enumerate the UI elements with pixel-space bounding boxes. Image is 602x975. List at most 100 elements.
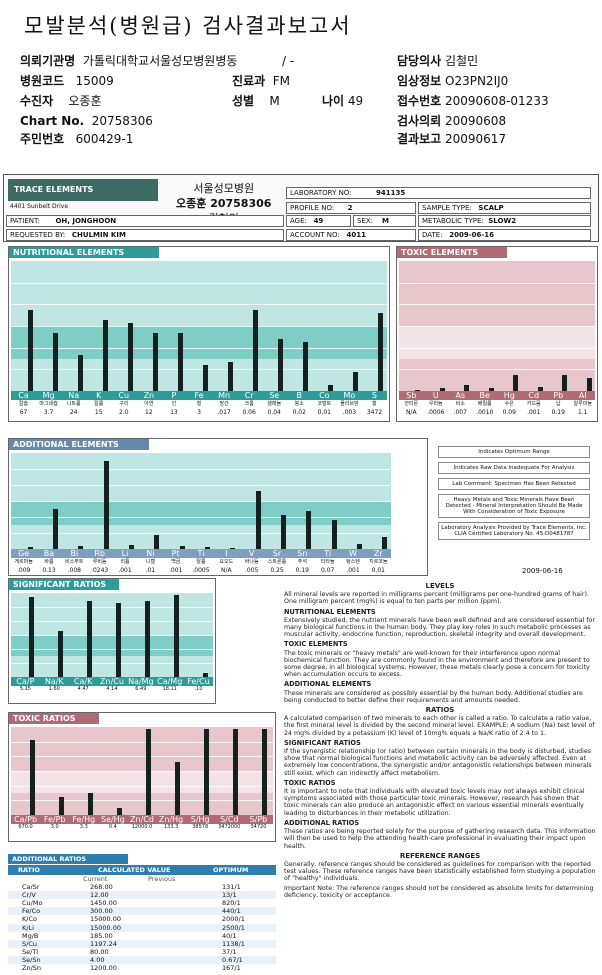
nutritional-label-1-11: 붕소 xyxy=(294,401,304,407)
additional-bar-14 xyxy=(382,537,388,549)
significant-label-0-1: Na/K xyxy=(39,677,69,686)
toxic-ratios-labels: Ca/Pb Fe/Pb Fe/Hg Se/Hg Zn/Cd Zn/Hg S/Hg S/Cd S/… xyxy=(11,815,273,841)
doctor-label: 담당의사 xyxy=(397,54,442,68)
additional-bar-10 xyxy=(281,515,286,549)
additional-label-1-12: 티타늄 xyxy=(320,559,335,565)
chart-band xyxy=(11,261,387,326)
grid-line xyxy=(11,304,387,306)
legend-comment: Lab Comment: Specimen Has Been Retested xyxy=(438,478,590,490)
nutritional-label-1-8: 망간 xyxy=(219,401,229,407)
additional-label-1-1: 바륨 xyxy=(44,559,54,565)
additional-label-2-13: .001 xyxy=(346,567,360,574)
nutritional-label-1-10: 셀레늄 xyxy=(267,401,282,407)
grid-line xyxy=(11,347,387,349)
ratio-cell-o: 440/1 xyxy=(222,907,241,916)
ratio-cell-r: K/Co xyxy=(22,915,37,924)
col-opt: OPTIMUM xyxy=(213,866,249,874)
ratio-cell-v: 12.00 xyxy=(90,891,109,900)
toxic-label-1-7: 알루미늄 xyxy=(573,401,592,407)
receipt-value: 20090608-01233 xyxy=(445,94,549,108)
additional-label-2-1: 0.13 xyxy=(42,567,56,574)
nutritional-label-2-8: .017 xyxy=(217,409,231,416)
grid-line xyxy=(11,517,391,518)
ratio-row: S/Cu 1197.24 1138/1 xyxy=(8,939,276,948)
toxic-ratio-label-0-6: S/Hg xyxy=(185,815,215,824)
toxic-ratio-bar-4 xyxy=(146,728,151,815)
additional-bar-11 xyxy=(306,510,312,549)
nutritional-label-0-0: Ca xyxy=(11,391,37,400)
code-value: 15009 xyxy=(75,74,114,88)
nutritional-label-2-4: 2.0 xyxy=(119,409,129,416)
toxic-ratio-label-0-8: S/Pb xyxy=(243,815,273,824)
addr-text: These ratios are being reported solely f… xyxy=(284,828,596,850)
toxic-ratio-bar-3 xyxy=(116,807,122,815)
sig-heading: SIGNIFICANT RATIOS xyxy=(284,738,361,747)
sex-field: SEX: M xyxy=(353,215,416,227)
additional-label-2-6: .001 xyxy=(168,567,183,574)
additional-label-2-3: .0243 xyxy=(91,567,109,574)
toxic-label-2-1: .0006 xyxy=(427,409,445,416)
additional-bar-13 xyxy=(357,544,362,549)
nutritional-label-2-13: .003 xyxy=(342,409,357,416)
additional-labels: Ge Ba Bi Rb Li Ni Pt Ti I V Sr Sn Ti W Zr 게르마늄 바륨 비스무트 루비듐… xyxy=(11,549,391,575)
chart-value: 20758306 xyxy=(91,114,153,128)
age-field: AGE: 49 xyxy=(286,215,351,227)
grid-line xyxy=(399,369,595,371)
metabolic-label: METABOLIC TYPE: xyxy=(422,217,484,225)
significant-label-1-4: 6.49 xyxy=(135,686,147,692)
toxic-panel: TOXIC ELEMENTS Sb U As Be Hg Cd Pb Al 안티몬 우라늄 비소 베릴… xyxy=(396,246,598,422)
sex-label: 성별 xyxy=(232,94,255,108)
toxic-labels: Sb U As Be Hg Cd Pb Al 안티몬 우라늄 비소 베릴륨 수은 카드뮴 납 알루미늄 N/A.… xyxy=(399,391,595,421)
lab-no-label: LABORATORY NO: xyxy=(290,189,352,197)
nutritional-bar-6 xyxy=(177,332,183,391)
additional-label-0-6: Pt xyxy=(163,549,189,558)
ratio-row: Ca/Sr 268.00 131/1 xyxy=(8,883,276,892)
nutritional-bar-1 xyxy=(52,332,58,391)
chart-band xyxy=(11,635,213,656)
toxic-label-2-5: .001 xyxy=(527,409,541,416)
toxic-ratio-bar-7 xyxy=(233,728,239,815)
grid-line xyxy=(11,621,213,622)
ratio-cell-r: K/Li xyxy=(22,923,34,932)
nutritional-label-2-14: 3472 xyxy=(366,409,383,416)
stamp-line2: 오종훈 20758306 xyxy=(176,197,272,210)
additional-label-1-7: 탈륨 xyxy=(196,559,206,565)
toxic-label-2-4: 0.09 xyxy=(502,409,516,416)
chart-band xyxy=(11,727,273,771)
ratio-cell-r: Cu/Mo xyxy=(22,899,43,908)
profile-field: PROFILE NO: 2 xyxy=(286,202,416,214)
nutritional-label-1-0: 칼슘 xyxy=(18,401,29,407)
additional-label-2-12: 0.07 xyxy=(320,567,335,574)
additional-label-2-9: .005 xyxy=(244,567,259,574)
significant-panel: SIGNIFICANT RATIOS Ca/P Na/K Ca/K Zn/Cu Na/M… xyxy=(8,578,216,704)
sex-value-en: M xyxy=(381,217,389,225)
additional-label-2-2: .008 xyxy=(67,567,81,574)
nutritional-label-0-7: Fe xyxy=(186,391,212,400)
lab-no-value: 941135 xyxy=(376,189,406,197)
toxic-ratio-bar-5 xyxy=(175,762,181,815)
ref-note: Important Note: The reference ranges sho… xyxy=(284,884,594,899)
levels-heading: LEVELS xyxy=(425,582,455,590)
legend-box: Indicates Optimum Range Indicates Raw Da… xyxy=(432,442,596,562)
toxic-ratio-label-1-5: 133.3 xyxy=(163,824,179,830)
nutritional-label-2-9: 0.06 xyxy=(242,409,256,416)
nutritional-bar-13 xyxy=(353,371,359,391)
patient-value-en: OH, JONGHOON xyxy=(55,217,117,225)
profile-value: 2 xyxy=(347,204,353,212)
additional-label-1-5: 니켈 xyxy=(145,559,155,565)
toxic-label-1-2: 비소 xyxy=(455,401,465,407)
nutritional-bar-14 xyxy=(378,313,384,391)
nutritional-label-2-5: 12 xyxy=(145,409,153,416)
additional-label-1-8: 요오드 xyxy=(219,559,234,565)
toxic-bar-3 xyxy=(488,388,494,391)
chart-band xyxy=(11,593,213,635)
chart-band xyxy=(11,358,387,391)
tox-heading: TOXIC ELEMENTS xyxy=(284,640,348,649)
toxic-ratio-bar-2 xyxy=(87,793,93,815)
nutritional-label-0-2: Na xyxy=(61,391,87,400)
ratio-cell-v: 4.00 xyxy=(90,955,105,964)
ratio-cell-v: 268.00 xyxy=(90,883,113,892)
toxic-ratio-label-1-7: 3472000 xyxy=(218,824,241,830)
ratio-cell-o: 2500/1 xyxy=(222,923,245,932)
sub-header: Current Previous xyxy=(8,875,276,883)
